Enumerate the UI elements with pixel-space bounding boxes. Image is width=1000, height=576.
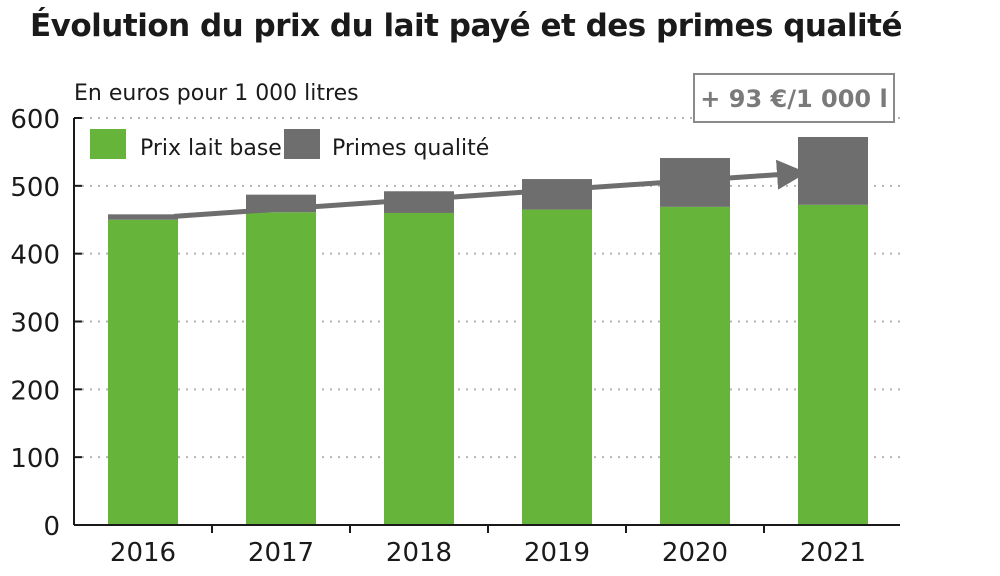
- y-tick-label: 400: [10, 241, 60, 271]
- bar-primes-qualite: [798, 136, 868, 205]
- legend-label-base: Prix lait base: [140, 136, 282, 161]
- bars: [108, 136, 868, 525]
- bar-prix-lait-base: [660, 206, 730, 525]
- bar-prix-lait-base: [798, 204, 868, 525]
- bar-primes-qualite: [522, 179, 592, 210]
- bar-primes-qualite: [108, 214, 178, 220]
- bar-prix-lait-base: [384, 212, 454, 525]
- legend-swatch-base: [90, 129, 126, 159]
- x-tick-label: 2017: [248, 538, 314, 568]
- y-tick-label: 600: [10, 105, 60, 135]
- x-tick-label: 2021: [800, 538, 866, 568]
- gridlines: [82, 117, 900, 459]
- y-tick-label: 300: [10, 309, 60, 339]
- x-tick-label: 2018: [386, 538, 452, 568]
- y-tick-label: 500: [10, 173, 60, 203]
- bar-prix-lait-base: [108, 219, 178, 525]
- x-tick-label: 2019: [524, 538, 590, 568]
- y-tick-label: 0: [43, 512, 60, 542]
- y-tick-label: 200: [10, 376, 60, 406]
- chart-title: Évolution du prix du lait payé et des pr…: [30, 8, 903, 44]
- y-tick-label: 100: [10, 444, 60, 474]
- legend-swatch-primes: [284, 129, 320, 159]
- bar-prix-lait-base: [246, 212, 316, 525]
- bar-prix-lait-base: [522, 209, 592, 525]
- trend-arrow-line: [173, 159, 807, 219]
- axes: 0 100 200 300 400 500 600 2016 2017 2018 2019 2020 2…: [10, 105, 900, 568]
- unit-label: En euros pour 1 000 litres: [74, 81, 359, 106]
- trend-arrow: [173, 159, 807, 219]
- x-tick-label: 2016: [110, 538, 176, 568]
- legend-label-primes: Primes qualité: [332, 136, 489, 161]
- x-tick-label: 2020: [662, 538, 728, 568]
- annotation-box: + 93 €/1 000 l: [693, 73, 895, 123]
- legend: Prix lait base Primes qualité: [90, 129, 489, 161]
- annotation-text: + 93 €/1 000 l: [700, 85, 887, 113]
